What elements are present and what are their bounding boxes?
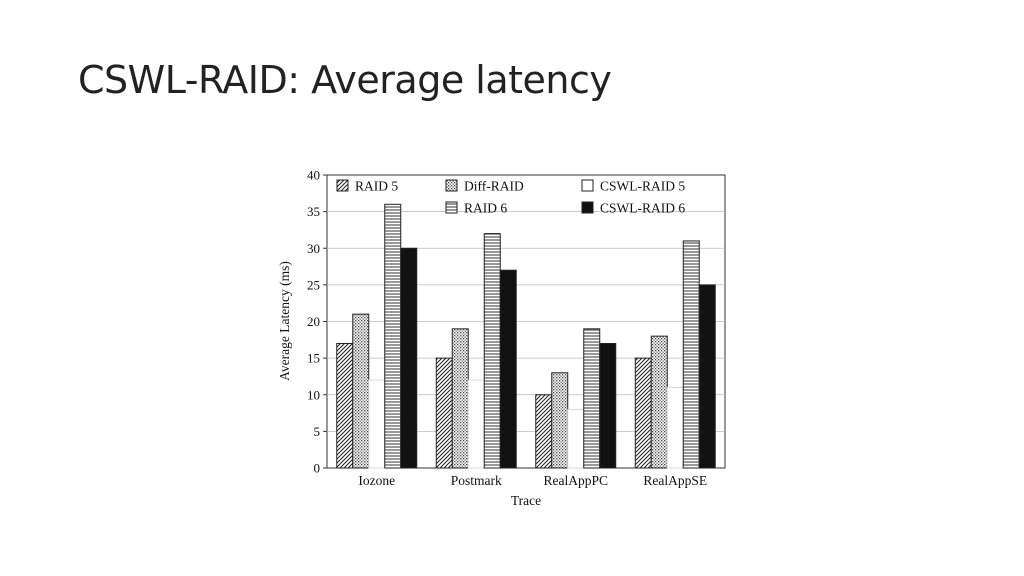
legend-swatch [581, 201, 594, 214]
bar-cswl-raid-6-realapppc [599, 342, 617, 469]
y-tick-label: 10 [307, 387, 320, 402]
legend: RAID 5 Diff-RAID CSWL-RAID 5 RAID 6 CSWL-RAI… [336, 179, 685, 216]
x-tick-label: RealAppPC [543, 473, 608, 488]
legend-item: RAID 6 [445, 201, 507, 216]
y-axis-label: Average Latency (ms) [277, 261, 292, 381]
y-tick-label: 40 [307, 168, 320, 183]
legend-item: Diff-RAID [445, 179, 524, 194]
legend-swatch [445, 179, 458, 192]
bar-cswl-raid-6-postmark [499, 269, 517, 469]
bar-raid-5-realappse [634, 357, 652, 469]
legend-swatch [336, 179, 349, 192]
bar-cswl-raid-6-iozone [400, 247, 418, 469]
bar-cswl-raid-5-realappse [666, 386, 684, 469]
bar-raid-6-iozone [384, 203, 402, 469]
bar-cswl-raid-5-realapppc [567, 408, 585, 469]
x-axis-label: Trace [511, 493, 541, 508]
bar-raid-6-postmark [483, 233, 501, 469]
y-tick-label: 35 [307, 204, 320, 219]
y-tick-label: 0 [314, 461, 321, 476]
y-axis-ticks: 0 5 10 15 20 25 30 35 40 [307, 168, 327, 476]
bars [336, 203, 716, 469]
y-tick-label: 5 [314, 424, 321, 439]
bar-diff-raid-realapppc [551, 372, 569, 469]
x-tick-label: Postmark [451, 473, 502, 488]
bar-cswl-raid-5-postmark [467, 379, 485, 469]
bar-diff-raid-iozone [352, 313, 370, 469]
bar-cswl-raid-5-iozone [368, 379, 386, 469]
y-tick-label: 15 [307, 351, 320, 366]
legend-label: CSWL-RAID 6 [600, 201, 685, 216]
bar-diff-raid-postmark [451, 328, 469, 469]
y-tick-label: 25 [307, 277, 320, 292]
bar-raid-6-realapppc [583, 328, 601, 469]
legend-item: CSWL-RAID 5 [581, 179, 685, 194]
bar-raid-6-realappse [682, 240, 700, 469]
y-tick-label: 20 [307, 314, 320, 329]
legend-swatch [581, 179, 594, 192]
legend-label: RAID 5 [355, 179, 398, 194]
bar-diff-raid-realappse [650, 335, 668, 469]
legend-item: RAID 5 [336, 179, 398, 194]
legend-item: CSWL-RAID 6 [581, 201, 685, 216]
bar-raid-5-postmark [435, 357, 453, 469]
legend-label: RAID 6 [464, 201, 507, 216]
legend-swatch [445, 201, 458, 214]
legend-label: Diff-RAID [464, 179, 524, 194]
x-tick-label: RealAppSE [643, 473, 707, 488]
bar-chart: 0 5 10 15 20 25 30 35 40 Iozone Postmark RealAppPC… [277, 168, 726, 508]
chart-figure: 0 5 10 15 20 25 30 35 40 Iozone Postmark RealAppPC… [262, 158, 742, 518]
bar-cswl-raid-6-realappse [698, 284, 716, 469]
bar-raid-5-iozone [336, 342, 354, 469]
bar-raid-5-realapppc [535, 394, 553, 469]
x-axis-ticks: Iozone Postmark RealAppPC RealAppSE [358, 473, 707, 488]
slide-title: CSWL-RAID: Average latency [78, 58, 612, 102]
legend-label: CSWL-RAID 5 [600, 179, 685, 194]
x-tick-label: Iozone [358, 473, 395, 488]
y-tick-label: 30 [307, 241, 320, 256]
